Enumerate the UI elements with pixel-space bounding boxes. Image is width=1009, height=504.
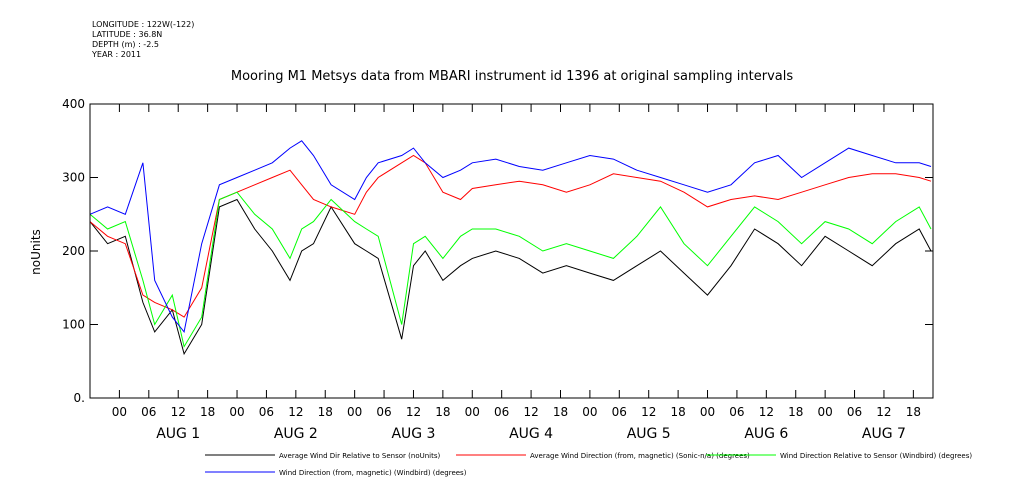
year-text: YEAR : 2011 <box>92 50 142 59</box>
day-label: AUG 2 <box>274 426 318 442</box>
x-tick-label: 00 <box>112 405 127 419</box>
x-tick-label: 18 <box>906 405 921 419</box>
series-line-4 <box>89 140 932 334</box>
metadata-block: LONGITUDE : 122W(-122) LATITUDE : 36.8N … <box>92 20 194 60</box>
x-tick-label: 00 <box>700 405 715 419</box>
x-tick-label: 12 <box>523 405 538 419</box>
x-tick-label: 06 <box>729 405 744 419</box>
legend-label-1: Average Wind Dir Relative to Sensor (noU… <box>279 452 440 460</box>
x-tick-label: 18 <box>318 405 333 419</box>
x-tick-label: 12 <box>288 405 303 419</box>
x-tick-label: 00 <box>465 405 480 419</box>
x-tick-label: 00 <box>229 405 244 419</box>
day-label: AUG 6 <box>744 426 788 442</box>
y-axis-label: noUnits <box>29 229 43 275</box>
y-tick-label: 400 <box>62 97 85 111</box>
day-label: AUG 7 <box>862 426 906 442</box>
legend-label-3: Wind Direction Relative to Sensor (Windb… <box>780 452 972 460</box>
x-tick-label: 06 <box>494 405 509 419</box>
x-tick-label: 18 <box>553 405 568 419</box>
series-layer <box>89 140 932 356</box>
chart-title: Mooring M1 Metsys data from MBARI instru… <box>231 69 793 84</box>
x-tick-label: 12 <box>759 405 774 419</box>
y-tick-label: 200 <box>62 244 85 258</box>
plot-frame <box>89 103 934 399</box>
series-line-1 <box>89 198 932 356</box>
x-tick-label: 12 <box>406 405 421 419</box>
y-tick-label: 0. <box>74 391 85 405</box>
x-tick-label: 18 <box>788 405 803 419</box>
x-tick-label: 06 <box>847 405 862 419</box>
day-label: AUG 1 <box>156 426 200 442</box>
x-tick-label: 18 <box>435 405 450 419</box>
latitude-text: LATITUDE : 36.8N <box>92 30 163 39</box>
y-tick-label: 100 <box>62 318 85 332</box>
day-label: AUG 4 <box>509 426 553 442</box>
longitude-text: LONGITUDE : 122W(-122) <box>92 20 195 29</box>
day-label: AUG 5 <box>627 426 671 442</box>
x-tick-label: 18 <box>670 405 685 419</box>
x-tick-label: 06 <box>612 405 627 419</box>
x-tick-label: 00 <box>817 405 832 419</box>
day-label: AUG 3 <box>391 426 435 442</box>
depth-text: DEPTH (m) : -2.5 <box>92 40 159 49</box>
legend-label-4: Wind Direction (from, magnetic) (Windbir… <box>279 469 467 477</box>
series-line-2 <box>89 154 932 318</box>
x-tick-label: 18 <box>200 405 215 419</box>
x-tick-label: 00 <box>582 405 597 419</box>
legend-label-2: Average Wind Direction (from, magnetic) … <box>530 452 750 460</box>
x-tick-label: 00 <box>347 405 362 419</box>
x-tick-label: 12 <box>171 405 186 419</box>
x-tick-label: 06 <box>376 405 391 419</box>
y-tick-label: 300 <box>62 171 85 185</box>
legend: Average Wind Dir Relative to Sensor (noU… <box>205 452 972 477</box>
x-tick-label: 06 <box>141 405 156 419</box>
x-tick-label: 12 <box>876 405 891 419</box>
series-line-3 <box>89 191 932 348</box>
x-tick-label: 12 <box>641 405 656 419</box>
x-tick-label: 06 <box>259 405 274 419</box>
